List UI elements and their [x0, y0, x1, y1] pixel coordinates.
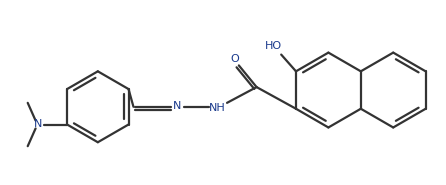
Text: N: N: [34, 119, 43, 129]
Text: N: N: [173, 101, 181, 111]
Text: NH: NH: [209, 103, 226, 113]
Text: HO: HO: [265, 41, 282, 51]
Text: O: O: [231, 53, 240, 63]
